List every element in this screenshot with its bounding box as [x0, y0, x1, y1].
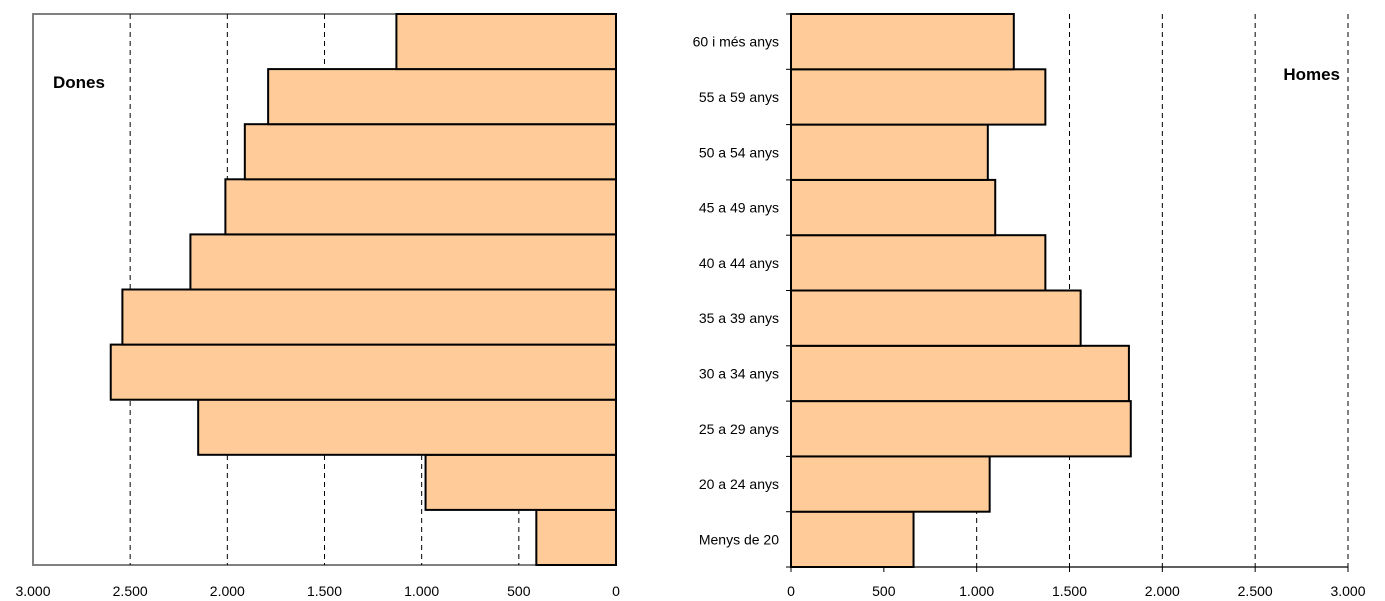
bar	[395, 13, 617, 71]
bar	[790, 13, 1015, 71]
category-label: Menys de 20	[699, 531, 779, 547]
category-label: 50 a 54 anys	[699, 144, 779, 160]
x-tick-label: 1.500	[1052, 583, 1087, 599]
bar	[267, 68, 617, 126]
bar	[243, 123, 617, 181]
x-tick-label: 1.000	[404, 583, 439, 599]
bar	[109, 343, 617, 401]
chart-title: Homes	[1283, 65, 1340, 84]
x-tick-label: 0	[787, 583, 795, 599]
x-tick-label: 1.500	[307, 583, 342, 599]
category-label: 30 a 34 anys	[699, 365, 779, 381]
x-tick-label: 0	[612, 583, 620, 599]
bar	[790, 178, 997, 237]
category-label: 40 a 44 anys	[699, 255, 779, 271]
category-label: 60 i més anys	[693, 34, 779, 50]
category-label: 20 a 24 anys	[699, 476, 779, 492]
bar	[790, 289, 1082, 347]
x-tick-label: 500	[507, 583, 531, 599]
bar	[790, 455, 991, 513]
bar	[790, 234, 1047, 292]
category-label: 45 a 49 anys	[699, 200, 779, 216]
x-tick-label: 3.000	[1330, 583, 1365, 599]
x-tick-label: 1.000	[959, 583, 994, 599]
x-tick-label: 2.500	[1238, 583, 1273, 599]
x-tick-label: 2.000	[1145, 583, 1180, 599]
bar	[121, 288, 617, 346]
bar	[535, 508, 617, 566]
chart-dones: 3.000 2.500 2.000 1.500 1.000 500 0 Dones	[15, 13, 620, 599]
bar	[790, 344, 1130, 403]
x-tick-label: 2.500	[113, 583, 148, 599]
bar	[224, 178, 617, 236]
chart-homes: 0 500 1.000 1.500 2.000 2.500 3.000 Menys de 20…	[693, 13, 1366, 599]
category-label: 25 a 29 anys	[699, 421, 779, 437]
bar	[790, 123, 989, 181]
bar	[790, 400, 1132, 458]
chart-title: Dones	[53, 73, 105, 92]
bar	[424, 453, 618, 511]
x-tick-label: 500	[872, 583, 896, 599]
bar	[189, 233, 617, 291]
bar	[790, 510, 915, 569]
bar	[790, 68, 1047, 126]
category-label: 55 a 59 anys	[699, 89, 779, 105]
x-tick-label: 2.000	[210, 583, 245, 599]
bar	[197, 398, 618, 456]
category-label: 35 a 39 anys	[699, 310, 779, 326]
x-tick-label: 3.000	[15, 583, 50, 599]
